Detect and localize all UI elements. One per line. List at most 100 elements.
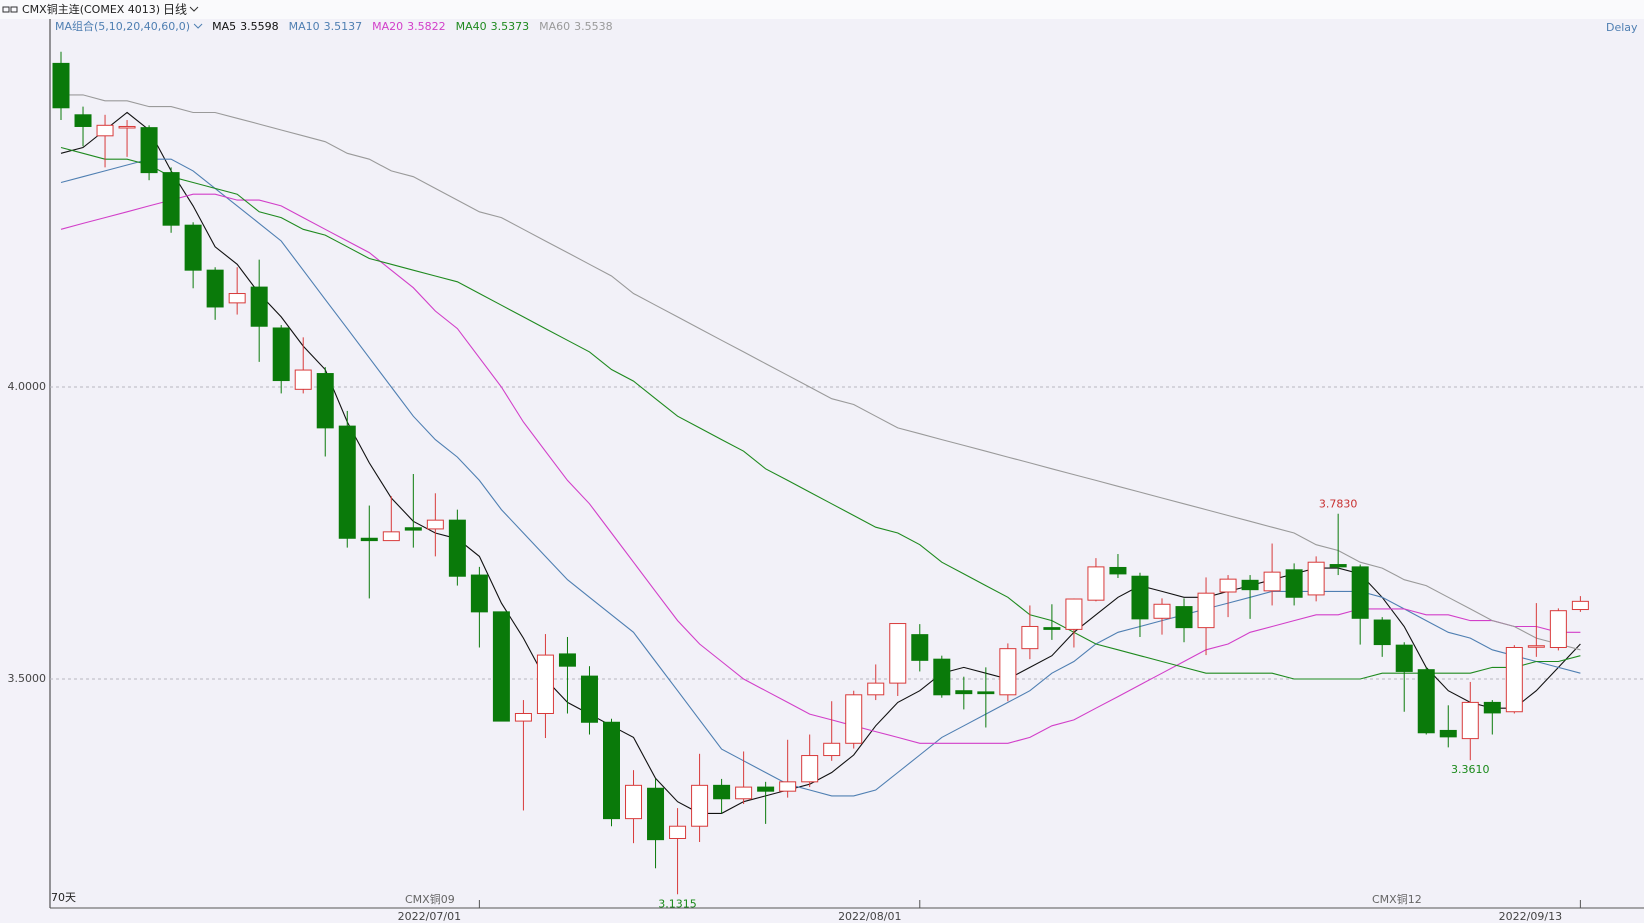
candle <box>118 120 136 157</box>
candle <box>316 367 334 457</box>
candle-body <box>1241 579 1259 591</box>
candle-body <box>867 682 885 696</box>
candle <box>1373 617 1391 657</box>
candle <box>1461 681 1479 761</box>
candle-body <box>206 269 224 308</box>
candle-body <box>228 293 246 304</box>
candle <box>382 496 400 542</box>
candle-body <box>1395 644 1413 672</box>
candle-body <box>470 574 488 613</box>
candle <box>691 753 709 842</box>
candle-body <box>272 327 290 382</box>
period-selector[interactable]: 日线 <box>163 3 187 17</box>
candle <box>669 808 687 895</box>
candle-body <box>801 755 819 783</box>
candle-body <box>1197 592 1215 629</box>
candle-body <box>1351 566 1369 619</box>
candle <box>1043 604 1061 640</box>
ma-legend-value: 3.5598 <box>240 20 279 33</box>
candle <box>1571 596 1589 612</box>
candle-body <box>448 519 466 577</box>
extreme-label: 3.7830 <box>1319 498 1358 511</box>
candle-body <box>955 690 973 695</box>
candle <box>536 634 554 739</box>
y-tick-label: 3.5000 <box>8 672 47 685</box>
candle-body <box>1153 603 1171 619</box>
ma-legend-name: MA20 <box>372 20 403 33</box>
candle-body <box>184 224 202 271</box>
ma-legend-value: 3.5822 <box>407 20 446 33</box>
candle-body <box>1549 610 1567 648</box>
x-tick-label: 2022/08/01 <box>838 910 901 923</box>
header-bar <box>0 0 1644 19</box>
candle-body <box>1373 619 1391 646</box>
candle <box>801 734 819 788</box>
candle-body <box>1065 598 1083 630</box>
candle-body <box>779 781 797 792</box>
candle <box>74 106 92 147</box>
candle <box>1109 554 1127 578</box>
candle-body <box>669 825 687 839</box>
ma-group-label: MA组合(5,10,20,40,60,0) <box>55 19 190 33</box>
candle-body <box>1109 566 1127 575</box>
candle <box>1065 598 1083 648</box>
candle-body <box>1175 606 1193 629</box>
candle <box>338 410 356 548</box>
period-chevron[interactable] <box>189 6 199 12</box>
candle-body <box>603 721 620 820</box>
candle <box>1131 572 1149 637</box>
x-tick-label: 2022/07/01 <box>398 910 461 923</box>
candle-body <box>74 114 92 127</box>
ma-legend-value: 3.5538 <box>574 20 613 33</box>
candle <box>1417 667 1435 735</box>
candle-body <box>1307 561 1325 596</box>
candle-body <box>1571 600 1589 611</box>
candle-body <box>1527 645 1545 648</box>
candle <box>1241 575 1259 619</box>
candle <box>1153 598 1171 635</box>
candle <box>360 505 378 599</box>
candle-body <box>118 125 136 129</box>
ma-group-chevron <box>193 23 203 29</box>
candle-body <box>735 786 753 800</box>
ma-line <box>60 193 1581 744</box>
candle <box>845 690 863 749</box>
candle-body <box>338 425 356 539</box>
candle <box>580 666 598 735</box>
extreme-label: 3.3610 <box>1451 763 1490 776</box>
candle <box>250 259 268 362</box>
candle-body <box>140 127 158 174</box>
candle-body <box>1131 575 1149 620</box>
candle-body <box>404 527 422 531</box>
candle <box>448 509 466 586</box>
ma-line <box>60 158 1581 797</box>
plot-area <box>50 19 1644 908</box>
instrument-title[interactable]: CMX铜主连(COMEX 4013) <box>22 2 160 16</box>
candle-body <box>1087 566 1105 601</box>
candle-body <box>1439 729 1457 738</box>
ma-legend-name: MA60 <box>539 20 570 33</box>
candle-body <box>1417 669 1435 734</box>
candle-body <box>580 675 598 723</box>
candle-body <box>1483 701 1501 714</box>
candle <box>1395 642 1413 712</box>
candle <box>228 267 246 315</box>
contract-label: CMX铜09 <box>405 892 455 906</box>
candle <box>1307 556 1325 602</box>
candle <box>1329 513 1347 576</box>
ma-legend-value: 3.5373 <box>491 20 530 33</box>
candle-body <box>845 694 863 744</box>
candle-body <box>713 784 731 800</box>
candle-body <box>1043 627 1061 630</box>
extreme-label: 3.1315 <box>658 897 697 910</box>
candle-body <box>1263 571 1281 592</box>
candle <box>272 325 290 394</box>
candle-body <box>96 124 114 137</box>
candle <box>1527 603 1545 657</box>
candle-body <box>757 786 775 792</box>
chart-icon <box>2 6 18 13</box>
candle <box>713 778 731 814</box>
candle-body <box>823 742 841 757</box>
candle <box>404 474 422 548</box>
